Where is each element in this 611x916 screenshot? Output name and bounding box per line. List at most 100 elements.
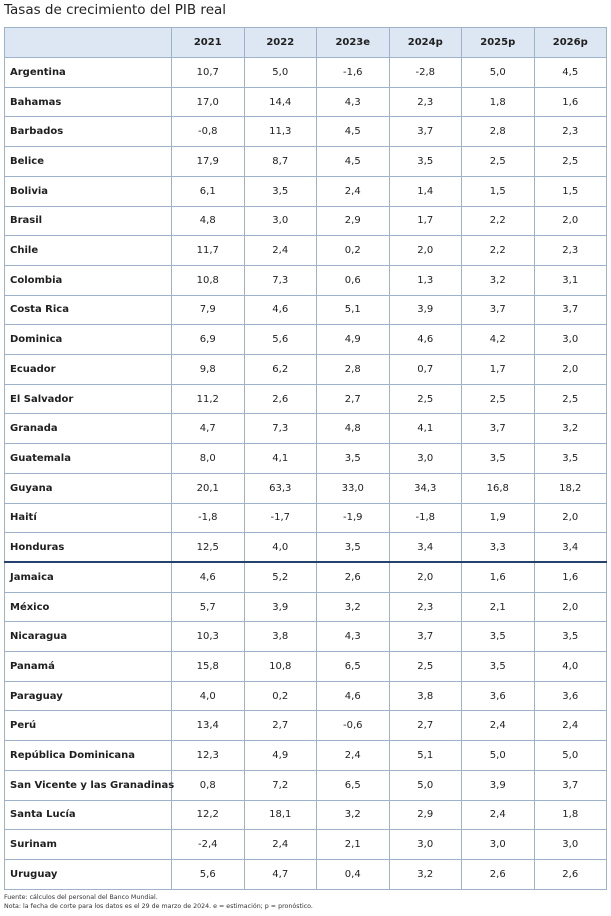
value-cell: 3,9 <box>461 769 535 801</box>
value-cell: 11,2 <box>171 383 245 415</box>
value-cell: 3,1 <box>533 264 607 296</box>
value-cell: 3,5 <box>316 443 390 474</box>
value-cell: 2,6 <box>461 858 535 890</box>
country-cell: Argentina <box>4 57 172 88</box>
value-cell: 7,3 <box>243 413 317 445</box>
source-note: Fuente: cálculos del personal del Banco … <box>4 894 158 901</box>
value-cell: 2,0 <box>533 502 607 534</box>
table-row: Chile 11,7 2,4 0,2 2,0 2,2 2,3 <box>4 235 607 266</box>
value-cell: 4,8 <box>171 205 245 237</box>
value-cell: 1,5 <box>533 175 607 207</box>
value-cell: 3,8 <box>243 621 317 653</box>
value-cell: 3,9 <box>243 591 317 623</box>
value-cell: 7,3 <box>243 264 317 296</box>
table-row: Perú 13,4 2,7 -0,6 2,7 2,4 2,4 <box>4 710 607 742</box>
value-cell: 3,0 <box>388 443 462 474</box>
value-cell: 2,4 <box>316 175 390 207</box>
table-row: Jamaica 4,6 5,2 2,6 2,0 1,6 1,6 <box>4 561 607 593</box>
value-cell: 3,0 <box>533 829 607 860</box>
value-cell: 4,6 <box>316 680 390 712</box>
value-cell: 0,6 <box>316 264 390 296</box>
country-cell: Colombia <box>4 264 172 296</box>
value-cell: 4,6 <box>243 294 317 326</box>
value-cell: 2,5 <box>461 146 535 177</box>
value-cell: 2,5 <box>461 383 535 415</box>
value-cell: 2,7 <box>316 383 390 415</box>
value-cell: 2,5 <box>388 651 462 682</box>
value-cell: 3,7 <box>461 413 535 445</box>
table-row: Barbados -0,8 11,3 4,5 3,7 2,8 2,3 <box>4 116 607 148</box>
value-cell: 33,0 <box>316 472 390 504</box>
value-cell: 18,2 <box>533 472 607 504</box>
header-corner-cell <box>4 27 172 58</box>
table-row: Costa Rica 7,9 4,6 5,1 3,9 3,7 3,7 <box>4 294 607 326</box>
country-cell: Perú <box>4 710 172 742</box>
table-notes: Fuente: cálculos del personal del Banco … <box>4 893 313 911</box>
value-cell: 5,6 <box>171 858 245 890</box>
value-cell: 4,6 <box>388 324 462 356</box>
value-cell: 2,8 <box>461 116 535 148</box>
country-cell: Jamaica <box>4 561 172 593</box>
value-cell: 1,4 <box>388 175 462 207</box>
value-cell: 3,7 <box>461 294 535 326</box>
value-cell: 14,4 <box>243 86 317 118</box>
value-cell: 3,5 <box>388 146 462 177</box>
value-cell: 7,2 <box>243 769 317 801</box>
country-cell: Chile <box>4 235 172 266</box>
value-cell: 5,0 <box>461 740 535 771</box>
value-cell: 0,7 <box>388 354 462 385</box>
value-cell: 3,2 <box>316 591 390 623</box>
value-cell: 3,6 <box>461 680 535 712</box>
country-cell: Costa Rica <box>4 294 172 326</box>
country-cell: Haití <box>4 502 172 534</box>
value-cell: 3,4 <box>388 532 462 563</box>
table-body: Argentina 10,7 5,0 -1,6 -2,8 5,0 4,5 Bahamas 17,… <box>4 57 607 890</box>
value-cell: 9,8 <box>171 354 245 385</box>
table-row: Brasil 4,8 3,0 2,9 1,7 2,2 2,0 <box>4 205 607 237</box>
value-cell: 1,8 <box>461 86 535 118</box>
value-cell: 3,5 <box>316 532 390 563</box>
value-cell: 2,0 <box>388 235 462 266</box>
value-cell: 3,5 <box>533 621 607 653</box>
value-cell: 3,5 <box>461 443 535 474</box>
table-title: Tasas de crecimiento del PIB real <box>4 2 227 18</box>
value-cell: 12,3 <box>171 740 245 771</box>
value-cell: 1,8 <box>533 799 607 831</box>
value-cell: 6,2 <box>243 354 317 385</box>
table-row: Uruguay 5,6 4,7 0,4 3,2 2,6 2,6 <box>4 858 607 890</box>
value-cell: 2,4 <box>461 799 535 831</box>
value-cell: 3,5 <box>533 443 607 474</box>
column-header: 2023e <box>316 27 390 58</box>
country-cell: México <box>4 591 172 623</box>
value-cell: 2,4 <box>243 235 317 266</box>
value-cell: 2,7 <box>243 710 317 742</box>
value-cell: 4,3 <box>316 621 390 653</box>
value-cell: 3,7 <box>533 294 607 326</box>
table-row: Surinam -2,4 2,4 2,1 3,0 3,0 3,0 <box>4 829 607 860</box>
value-cell: 10,7 <box>171 57 245 88</box>
table-row: Nicaragua 10,3 3,8 4,3 3,7 3,5 3,5 <box>4 621 607 653</box>
country-cell: El Salvador <box>4 383 172 415</box>
value-cell: 2,4 <box>533 710 607 742</box>
column-header: 2022 <box>243 27 317 58</box>
country-cell: Panamá <box>4 651 172 682</box>
value-cell: 3,7 <box>533 769 607 801</box>
value-cell: 11,7 <box>171 235 245 266</box>
value-cell: 2,7 <box>388 710 462 742</box>
table-row: República Dominicana 12,3 4,9 2,4 5,1 5,0 5,0 <box>4 740 607 771</box>
value-cell: 2,0 <box>533 354 607 385</box>
country-cell: Nicaragua <box>4 621 172 653</box>
value-cell: 6,5 <box>316 651 390 682</box>
country-cell: Bahamas <box>4 86 172 118</box>
value-cell: 1,3 <box>388 264 462 296</box>
value-cell: -1,8 <box>171 502 245 534</box>
value-cell: 5,2 <box>243 561 317 593</box>
table-row: Paraguay 4,0 0,2 4,6 3,8 3,6 3,6 <box>4 680 607 712</box>
value-cell: 2,0 <box>533 591 607 623</box>
value-cell: 16,8 <box>461 472 535 504</box>
value-cell: 2,6 <box>533 858 607 890</box>
value-cell: 3,2 <box>533 413 607 445</box>
country-cell: Dominica <box>4 324 172 356</box>
table-row: Belice 17,9 8,7 4,5 3,5 2,5 2,5 <box>4 146 607 177</box>
value-cell: 2,9 <box>388 799 462 831</box>
